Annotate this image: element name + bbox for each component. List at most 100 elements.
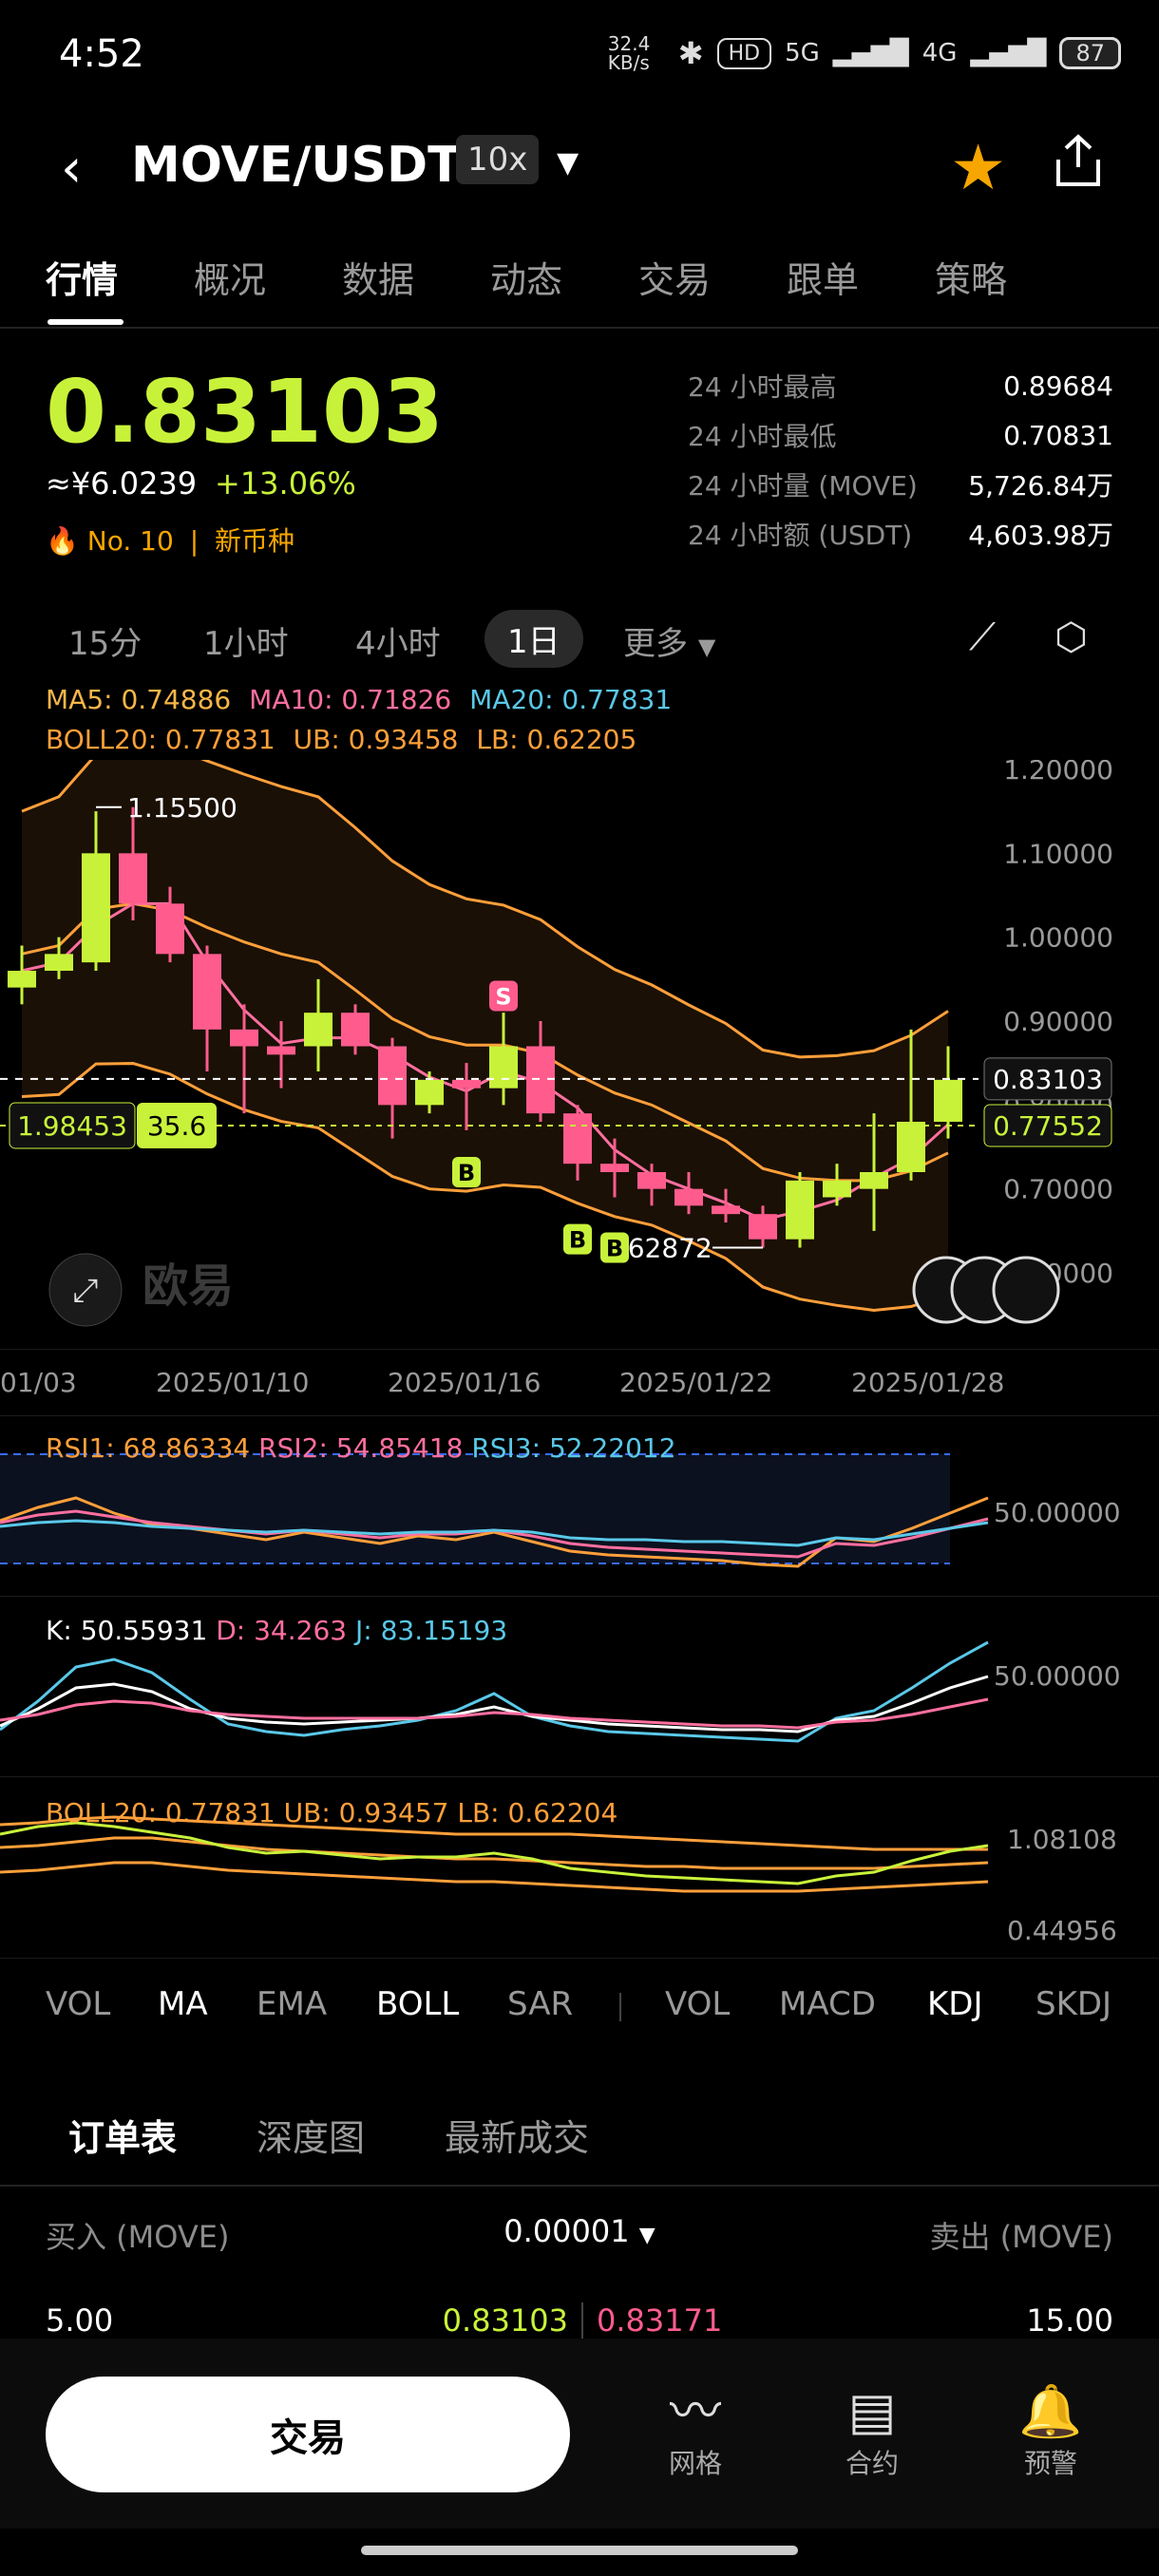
stat-value: 5,726.84万 — [968, 470, 1113, 502]
boll-mini-chart — [0, 1776, 1159, 1959]
ticker-stats: 24 小时最高 0.89684 24 小时最低 0.70831 24 小时量 (MO… — [688, 361, 1113, 559]
trade-marker-label: B — [458, 1160, 475, 1186]
rsi3-value: RSI3: 52.22012 — [471, 1432, 676, 1464]
share-icon[interactable] — [1051, 133, 1106, 190]
orderbook-divider — [581, 2302, 583, 2339]
tf-1h[interactable]: 1小时 — [203, 625, 289, 663]
nav-contract[interactable]: ▤ 合约 — [815, 2380, 929, 2481]
pair-title[interactable]: MOVE/USDT — [131, 137, 462, 194]
ind-kdj[interactable]: KDJ — [927, 1985, 983, 2023]
globe-icon — [992, 1256, 1060, 1324]
nav-grid[interactable]: 〰 网格 — [638, 2380, 752, 2481]
tab-orderbook[interactable]: 订单表 — [68, 2117, 178, 2159]
ind-boll[interactable]: BOLL — [376, 1985, 460, 2023]
indicator-divider — [619, 1993, 621, 2021]
signal-bars-icon: ▂▄▆█ — [832, 39, 909, 67]
boll2-price — [0, 1821, 989, 1885]
bottom-bar: 交易 〰 网格 ▤ 合约 🔔 预警 — [0, 2339, 1159, 2529]
tf-more[interactable]: 更多 ▼ — [623, 617, 715, 664]
sell-label: 卖出 (MOVE) — [929, 2219, 1113, 2255]
expand-icon: ⤢ — [72, 1272, 98, 1310]
tf-1d[interactable]: 1日 — [484, 610, 583, 668]
ind-vol-main[interactable]: VOL — [46, 1985, 111, 2023]
boll2-lower — [0, 1861, 989, 1893]
back-chevron-icon[interactable]: ‹ — [61, 138, 83, 199]
y-tick: 0.90000 — [1003, 1006, 1113, 1037]
candle-body — [489, 1046, 518, 1089]
tab-trade[interactable]: 交易 — [638, 259, 712, 301]
orderbook-header: 买入 (MOVE) 0.00001 ▼ 卖出 (MOVE) — [46, 2213, 1113, 2257]
candle-body — [637, 1172, 666, 1189]
boll2-ub: UB: 0.93457 — [283, 1797, 449, 1828]
leverage-badge[interactable]: 10x — [456, 135, 540, 184]
tab-copy[interactable]: 跟单 — [787, 259, 860, 301]
cursor-price-box — [983, 1104, 1112, 1147]
ind-sar[interactable]: SAR — [507, 1985, 574, 2023]
price-change: +13.06% — [215, 465, 356, 502]
boll-lb-value: LB: 0.62205 — [476, 724, 637, 755]
tab-news[interactable]: 动态 — [490, 259, 563, 301]
ma-values: MA5: 0.74886 MA10: 0.71826 MA20: 0.77831 — [46, 684, 672, 715]
tab-trades[interactable]: 最新成交 — [445, 2117, 590, 2159]
chart-settings-icon[interactable]: ⬡ — [1054, 616, 1088, 659]
trade-button[interactable]: 交易 — [46, 2377, 570, 2492]
nav-alert-label: 预警 — [1023, 2448, 1077, 2479]
ind-macd[interactable]: MACD — [779, 1985, 876, 2023]
bid-price: 0.83103 — [442, 2302, 568, 2339]
kdj-d-line — [0, 1697, 989, 1730]
candle-body — [267, 1046, 295, 1055]
nav-alert[interactable]: 🔔 预警 — [994, 2380, 1108, 2481]
ind-skdj[interactable]: SKDJ — [1036, 1985, 1112, 2023]
rank-label: No. 10 — [86, 525, 174, 557]
x-tick: 2025/01/28 — [851, 1367, 1005, 1398]
ind-ema[interactable]: EMA — [256, 1985, 328, 2023]
indicator-tabs: VOL MA EMA BOLL SAR VOL MACD KDJ SKDJ — [0, 1976, 1159, 2035]
stat-row: 24 小时最低 0.70831 — [688, 410, 1113, 460]
caret-down-icon: ▼ — [697, 634, 716, 660]
boll2-axis-bottom: 0.44956 — [1007, 1915, 1117, 1946]
y-tick: 1.20000 — [1003, 760, 1113, 786]
tick-size-select[interactable]: 0.00001 ▼ — [504, 2213, 655, 2257]
y-tick: 1.00000 — [1003, 922, 1113, 954]
current-price-label: 0.83103 — [993, 1064, 1103, 1095]
boll2-values: BOLL20: 0.77831 UB: 0.93457 LB: 0.62204 — [46, 1797, 618, 1828]
orderbook-row[interactable]: 5.00 0.83103 0.83171 15.00 — [46, 2302, 1113, 2339]
candle-body — [563, 1113, 592, 1165]
tf-4h[interactable]: 4小时 — [355, 625, 441, 663]
candle-body — [452, 1079, 481, 1089]
kdj-axis-label: 50.00000 — [994, 1660, 1121, 1692]
sell-qty: 15.00 — [1026, 2302, 1113, 2339]
buy-label: 买入 (MOVE) — [46, 2219, 230, 2255]
signal-bars-icon-2: ▂▄▆█ — [970, 39, 1047, 67]
tab-strategy[interactable]: 策略 — [935, 259, 1008, 301]
trade-marker-badge — [600, 1232, 629, 1263]
boll2-lb: LB: 0.62204 — [457, 1797, 618, 1828]
tf-15m[interactable]: 15分 — [68, 625, 142, 663]
candle-body — [193, 954, 221, 1030]
candle-body — [304, 1013, 332, 1047]
ind-vol-sub[interactable]: VOL — [665, 1985, 731, 2023]
active-tab-indicator — [48, 319, 124, 325]
pair-dropdown-icon[interactable]: ▼ — [557, 146, 580, 180]
candle-body — [378, 1046, 407, 1106]
home-indicator[interactable] — [361, 2546, 798, 2555]
tab-data[interactable]: 数据 — [342, 259, 415, 301]
status-bar: 4:52 32.4 KB/s ✱ HD 5G ▂▄▆█ 4G ▂▄▆█ 87 — [0, 0, 1159, 114]
stat-value: 0.89684 — [1003, 369, 1113, 402]
new-coin-tag[interactable]: 新币种 — [215, 525, 295, 557]
kdj-d-value: D: 34.263 — [216, 1615, 348, 1646]
tab-overview[interactable]: 概况 — [194, 259, 267, 301]
candlestick-chart[interactable]: 1.200001.100001.000000.900000.800000.700… — [0, 760, 1159, 1349]
boll2-upper — [0, 1815, 988, 1851]
tab-depth[interactable]: 深度图 — [256, 2117, 366, 2159]
network-speed: 32.4 KB/s — [607, 32, 651, 74]
timeframe-bar: 15分 1小时 4小时 1日 更多 ▼ ⟋ ⬡ — [0, 608, 1159, 678]
kdj-k-value: K: 50.55931 — [46, 1615, 208, 1646]
tab-market[interactable]: 行情 — [46, 259, 119, 301]
candle-body — [82, 853, 110, 963]
favorite-star-icon[interactable]: ★ — [950, 131, 1007, 204]
ind-ma[interactable]: MA — [158, 1985, 208, 2023]
drawing-tool-icon[interactable]: ⟋ — [969, 616, 996, 659]
stat-row: 24 小时额 (USDT) 4,603.98万 — [688, 509, 1113, 559]
kdj-chart — [0, 1596, 1159, 1743]
